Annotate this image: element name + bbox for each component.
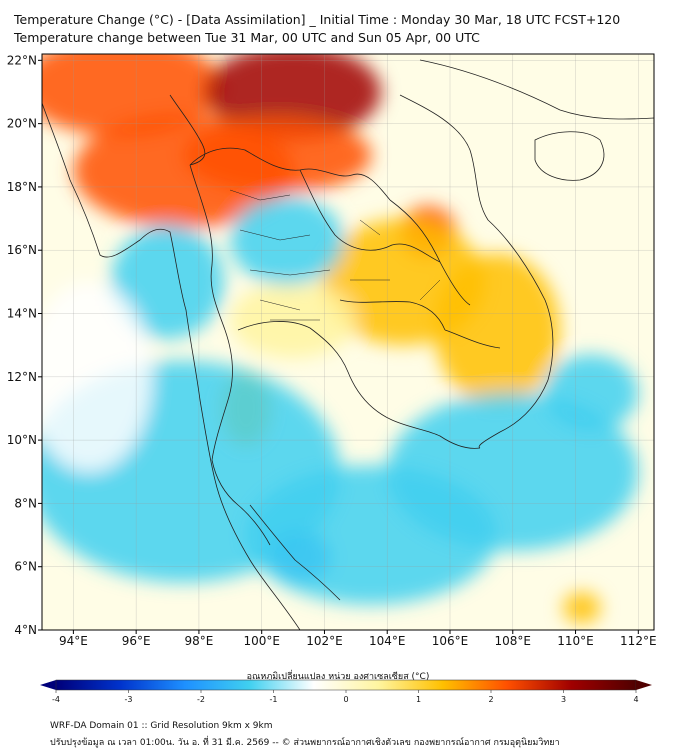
- field-anomaly: [111, 224, 225, 339]
- longitude-labels: 94°E 96°E 98°E 100°E 102°E 104°E 106°E 108°E 110…: [59, 630, 657, 648]
- coastline-myanmar-west: [42, 102, 301, 630]
- field-anomaly: [205, 54, 381, 140]
- colorbar-tick-label: -1: [270, 695, 278, 704]
- field-anomaly: [544, 354, 639, 431]
- border-peninsula: [249, 504, 341, 601]
- lat-tick-label: 4°N: [14, 623, 37, 637]
- lat-tick-label: 10°N: [7, 433, 37, 447]
- lat-tick-label: 20°N: [7, 117, 37, 131]
- lat-tick-label: 18°N: [7, 180, 37, 194]
- colorbar-tick-label: 2: [488, 695, 493, 704]
- border-cambodia-vietnam: [444, 329, 501, 349]
- lat-tick-label: 12°N: [7, 370, 37, 384]
- field-anomaly: [183, 117, 372, 194]
- colorbar-gradient: [55, 679, 637, 691]
- border-myanmar-thailand: [189, 164, 226, 331]
- hainan-island: [534, 131, 605, 181]
- footer-domain: WRF-DA Domain 01 :: Grid Resolution 9km …: [50, 721, 273, 731]
- field-anomaly: [230, 196, 344, 286]
- border-china-myanmar: [169, 94, 206, 166]
- lon-tick-label: 98°E: [184, 634, 213, 648]
- map-subtitle: Temperature change between Tue 31 Mar, 0…: [14, 30, 480, 45]
- lat-tick-label: 8°N: [14, 496, 37, 510]
- lon-tick-label: 102°E: [306, 634, 343, 648]
- coastline-gulf-north: [237, 321, 481, 449]
- border-thailand-laos: [299, 169, 441, 263]
- temperature-change-map: 22°N 20°N 18°N 16°N 14°N 12°N 10°N 8°N 6°N 4°N 94…: [7, 53, 657, 648]
- lat-tick-label: 14°N: [7, 307, 37, 321]
- latitude-labels: 22°N 20°N 18°N 16°N 14°N 12°N 10°N 8°N 6°N 4°N: [7, 53, 42, 637]
- lon-tick-label: 96°E: [122, 634, 151, 648]
- lat-tick-label: 6°N: [14, 560, 37, 574]
- colorbar-ticks: -4 -3 -2 -1 0 1 2 3 4: [52, 690, 639, 704]
- colorbar-tick-label: 3: [561, 695, 566, 704]
- lon-tick-label: 108°E: [495, 634, 532, 648]
- lon-tick-label: 110°E: [557, 634, 594, 648]
- country-borders: [42, 59, 654, 630]
- lon-tick-label: 94°E: [59, 634, 88, 648]
- colorbar-label: อุณหภูมิเปลี่ยนแปลง หน่วย องศาเซลเซียส (…: [246, 672, 430, 682]
- lon-tick-label: 106°E: [432, 634, 469, 648]
- map-title: Temperature Change (°C) - [Data Assimila…: [14, 12, 621, 27]
- colorbar-tick-label: -4: [52, 695, 60, 704]
- colorbar-tick-label: -2: [197, 695, 205, 704]
- coastline-south-china: [419, 59, 654, 120]
- coastline-gulf-west: [211, 329, 271, 546]
- lon-tick-label: 104°E: [369, 634, 406, 648]
- border-thailand-cambodia: [339, 299, 446, 331]
- colorbar: -4 -3 -2 -1 0 1 2 3 4: [40, 679, 652, 704]
- coastline-vietnam: [399, 94, 554, 449]
- lon-tick-label: 112°E: [620, 634, 657, 648]
- colorbar-min-arrow: [40, 680, 56, 690]
- lat-tick-label: 22°N: [7, 53, 37, 67]
- lat-tick-label: 16°N: [7, 243, 37, 257]
- colorbar-tick-label: 4: [633, 695, 638, 704]
- lon-tick-label: 100°E: [243, 634, 280, 648]
- colorbar-tick-label: -3: [125, 695, 133, 704]
- province-lines: [229, 189, 441, 321]
- colorbar-tick-label: 1: [416, 695, 421, 704]
- field-anomaly: [434, 253, 560, 406]
- graticule: [42, 54, 654, 630]
- map-frame: [41, 53, 655, 631]
- border-laos-vietnam: [389, 199, 471, 306]
- field-anomaly: [562, 592, 601, 624]
- colorbar-max-arrow: [636, 680, 652, 690]
- footer-credit: ปรับปรุงข้อมูล ณ เวลา 01:00น. วัน อ. ที่…: [50, 738, 560, 748]
- colorbar-tick-label: 0: [343, 695, 348, 704]
